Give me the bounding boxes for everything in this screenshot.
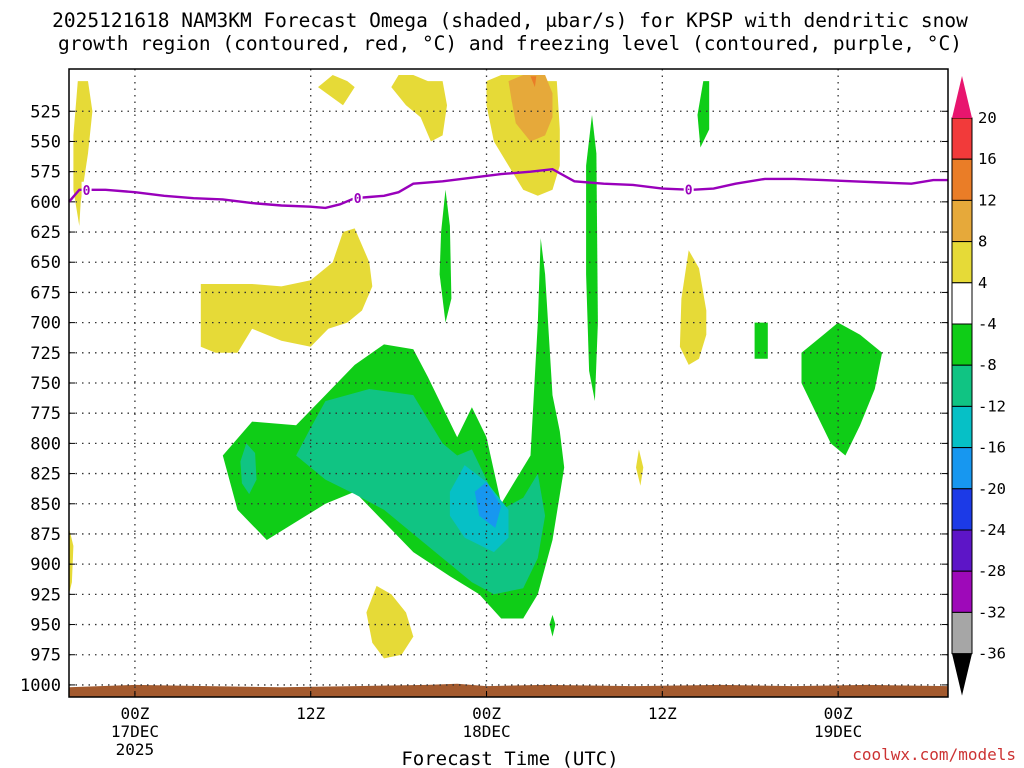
x-tick-label-0: 00Z (120, 704, 149, 723)
freezing-label-2: 0 (685, 184, 693, 199)
colorbar-top-arrow (952, 76, 972, 118)
omega-region-downdraft-left-column (73, 81, 93, 226)
x-tick-date-2: 18DEC (462, 722, 510, 741)
colorbar-label-10: -24 (978, 521, 1006, 539)
plot-area: 525 550 575 600 625 650 675 700 725 750 775 800 825 8… (20, 68, 949, 759)
y-tick-label-825: 825 (30, 465, 61, 485)
colorbar-label-6: -8 (978, 356, 997, 374)
y-tick-label-775: 775 (30, 404, 61, 424)
colorbar-box-9 (951, 488, 973, 531)
omega-region-downdraft-top-8 (508, 75, 553, 142)
y-tick-label-650: 650 (30, 253, 61, 273)
omega-region-updraft-small-b (586, 114, 598, 402)
x-tick-label-3: 12Z (648, 704, 677, 723)
colorbar-box-7 (951, 405, 973, 449)
credit-text[interactable]: coolwx.com/models (852, 745, 1016, 764)
omega-region-downdraft-top-12 (530, 76, 537, 88)
colorbar-bottom-arrow (952, 653, 972, 696)
omega-region-updraft-left-8 (240, 443, 257, 495)
freezing-label-bg-2 (683, 181, 694, 196)
colorbar-box-8 (951, 447, 973, 490)
colorbar-label-2: 12 (978, 191, 997, 209)
x-tick-year-0: 2025 (116, 740, 155, 759)
y-tick-label-875: 875 (30, 525, 61, 545)
x-tick-date-4: 19DEC (814, 722, 862, 741)
colorbar-box-10 (951, 529, 973, 572)
y-tick-label-925: 925 (30, 585, 61, 605)
x-tick-label-4: 00Z (824, 704, 853, 723)
omega-region-downdraft-small-x (636, 449, 644, 486)
colorbar-label-3: 8 (978, 233, 987, 251)
omega-region-updraft-small-f (549, 614, 556, 637)
colorbar-box-4 (951, 282, 973, 325)
colorbar-label-12: -32 (978, 603, 1006, 621)
colorbar-label-9: -20 (978, 480, 1006, 498)
y-tick-label-675: 675 (30, 283, 61, 303)
freezing-label-1: 0 (354, 192, 362, 207)
omega-region-downdraft-low (366, 585, 414, 659)
y-tick-label-725: 725 (30, 344, 61, 364)
colorbar-box-11 (951, 570, 973, 613)
omega-region-updraft-small-a (439, 189, 452, 323)
y-tick-label-575: 575 (30, 163, 61, 183)
colorbar-label-5: -4 (978, 315, 997, 333)
colorbar-box-2 (951, 199, 973, 243)
y-tick-label-975: 975 (30, 646, 61, 666)
colorbar-box-6 (951, 364, 973, 407)
chart-title-line1: 2025121618 NAM3KM Forecast Omega (shaded… (52, 9, 968, 32)
omega-region-downdraft-mid-b (679, 250, 707, 365)
freezing-label-bg-1 (352, 189, 363, 204)
x-tick-label-1: 12Z (296, 704, 325, 723)
colorbar-label-0: 20 (978, 109, 997, 127)
colorbar-box-5 (951, 323, 973, 366)
colorbar-box-1 (951, 158, 973, 201)
omega-colorbar: 20 16 12 8 4 -4 -8 -12 -16 -20 -24 -28 -32 -36 (951, 76, 1006, 696)
omega-region-downdraft-mid (200, 228, 373, 353)
omega-region-updraft-small-c (697, 81, 710, 148)
y-tick-label-800: 800 (30, 434, 61, 454)
omega-region-downdraft-top-4 (391, 75, 447, 142)
colorbar-label-4: 4 (978, 274, 987, 292)
colorbar-box-12 (951, 611, 973, 655)
colorbar-box-3 (951, 241, 973, 284)
freezing-label-bg-0 (81, 181, 92, 196)
freezing-level-line (68, 167, 948, 210)
omega-region-updraft-main-16 (474, 482, 502, 528)
y-tick-label-950: 950 (30, 616, 61, 636)
x-tick-date-0: 17DEC (111, 722, 159, 741)
y-tick-label-550: 550 (30, 132, 61, 152)
omega-region-updraft-small-e (801, 322, 883, 456)
colorbar-label-11: -28 (978, 562, 1006, 580)
omega-region-updraft-small-d (754, 322, 768, 359)
y-tick-label-1000: 1000 (20, 676, 61, 696)
plot-frame (68, 68, 949, 698)
freezing-label-0: 0 (83, 184, 91, 199)
colorbar-label-13: -36 (978, 645, 1006, 663)
y-tick-label-600: 600 (30, 193, 61, 213)
y-tick-label-525: 525 (30, 102, 61, 122)
omega-region-downdraft-top-4b (318, 75, 355, 106)
omega-region-downdraft-left-low (69, 527, 74, 595)
colorbar-label-7: -12 (978, 397, 1006, 415)
colorbar-box-0 (951, 117, 973, 160)
x-tick-label-2: 00Z (472, 704, 501, 723)
terrain-fill (69, 683, 948, 697)
y-tick-label-900: 900 (30, 555, 61, 575)
colorbar-label-8: -16 (978, 439, 1006, 457)
y-tick-label-700: 700 (30, 314, 61, 334)
colorbar-label-1: 16 (978, 150, 997, 168)
y-tick-label-625: 625 (30, 223, 61, 243)
x-axis-label: Forecast Time (UTC) (401, 748, 618, 768)
chart-title-line2: growth region (contoured, red, °C) and f… (58, 32, 962, 55)
y-tick-label-850: 850 (30, 495, 61, 515)
y-tick-label-750: 750 (30, 374, 61, 394)
